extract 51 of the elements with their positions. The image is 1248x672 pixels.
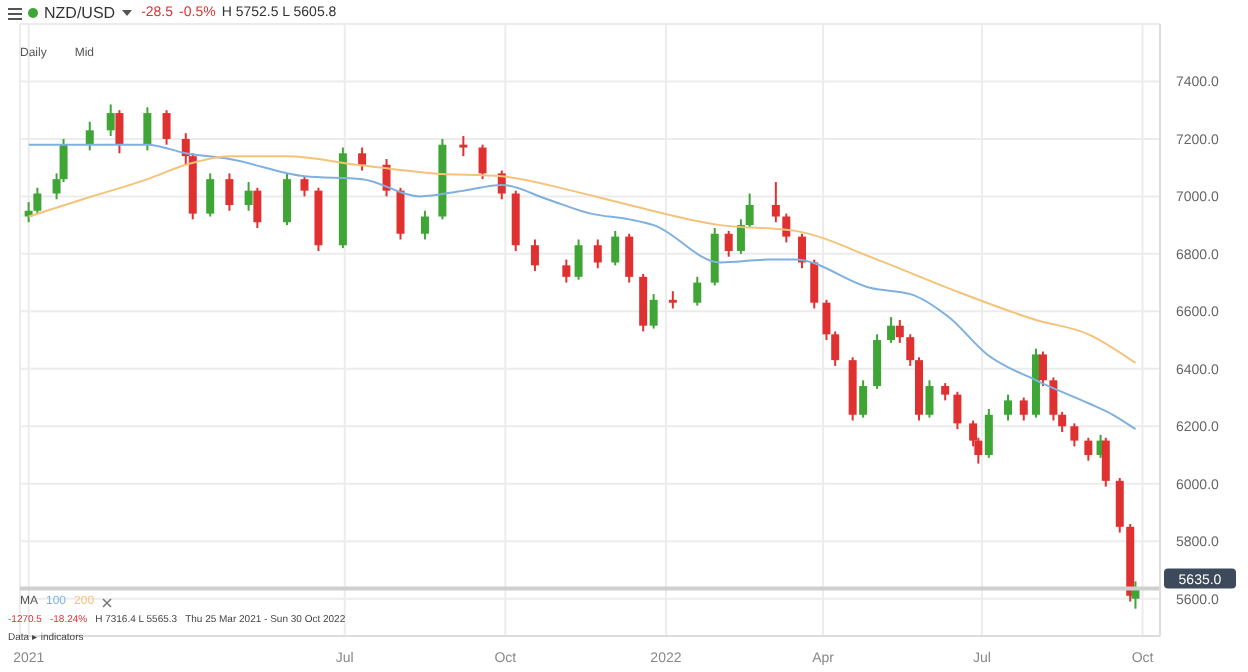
candlestick — [85, 120, 94, 152]
candlestick — [562, 258, 571, 284]
candlestick — [358, 146, 367, 172]
candlestick — [225, 172, 234, 212]
candlestick — [649, 293, 658, 330]
candlestick — [831, 330, 840, 367]
candlestick — [459, 135, 468, 158]
candlestick — [925, 379, 934, 419]
candlestick — [593, 238, 602, 270]
candlestick — [162, 109, 171, 146]
candlestick — [1004, 393, 1013, 422]
candlestick — [396, 186, 405, 241]
candlestick — [724, 229, 733, 258]
candlestick — [206, 172, 215, 218]
candlestick — [420, 209, 429, 241]
candlestick — [953, 390, 962, 431]
candlestick — [1084, 436, 1093, 462]
candlestick — [771, 181, 780, 224]
candlestick — [106, 103, 115, 138]
candlestick — [1038, 350, 1047, 388]
line-series — [27, 155, 1137, 365]
candlestick — [625, 232, 634, 284]
candlestick — [115, 109, 124, 155]
candlestick — [859, 379, 868, 419]
candlestick — [984, 408, 993, 459]
candlestick — [574, 238, 583, 281]
candlestick — [745, 192, 754, 229]
candlestick — [906, 333, 915, 367]
candlestick — [530, 238, 539, 273]
candlestick — [611, 229, 620, 267]
candlestick — [1101, 436, 1110, 488]
candlestick — [1070, 422, 1079, 448]
candlestick — [887, 316, 896, 344]
candlestick — [1049, 376, 1058, 422]
candlestick — [300, 175, 309, 198]
candlestick — [244, 181, 253, 212]
candlestick — [810, 258, 819, 310]
chart-title: NZD/USD — [44, 4, 116, 22]
candlestick — [895, 318, 904, 344]
candlestick — [873, 333, 882, 390]
candlestick — [253, 186, 262, 229]
candlestick — [478, 143, 487, 181]
candlestick — [143, 106, 152, 152]
candlestick — [1058, 410, 1067, 433]
candlestick — [33, 186, 42, 215]
candlestick — [693, 275, 702, 307]
candlestick — [1019, 396, 1028, 422]
candlestick — [283, 172, 292, 227]
candlestick — [736, 218, 745, 255]
candlestick — [822, 298, 831, 342]
candlestick — [1115, 476, 1124, 534]
